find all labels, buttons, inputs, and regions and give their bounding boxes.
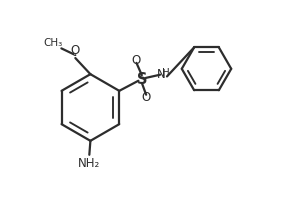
Text: H: H xyxy=(162,68,169,78)
Text: CH₃: CH₃ xyxy=(43,38,62,48)
Text: O: O xyxy=(141,91,151,104)
Text: S: S xyxy=(137,72,147,86)
Text: methoxy: methoxy xyxy=(55,47,61,48)
Text: methoxy: methoxy xyxy=(74,54,80,55)
Text: O: O xyxy=(132,54,141,67)
Text: O: O xyxy=(71,44,80,57)
Text: NH₂: NH₂ xyxy=(78,157,101,170)
Text: N: N xyxy=(157,68,166,81)
